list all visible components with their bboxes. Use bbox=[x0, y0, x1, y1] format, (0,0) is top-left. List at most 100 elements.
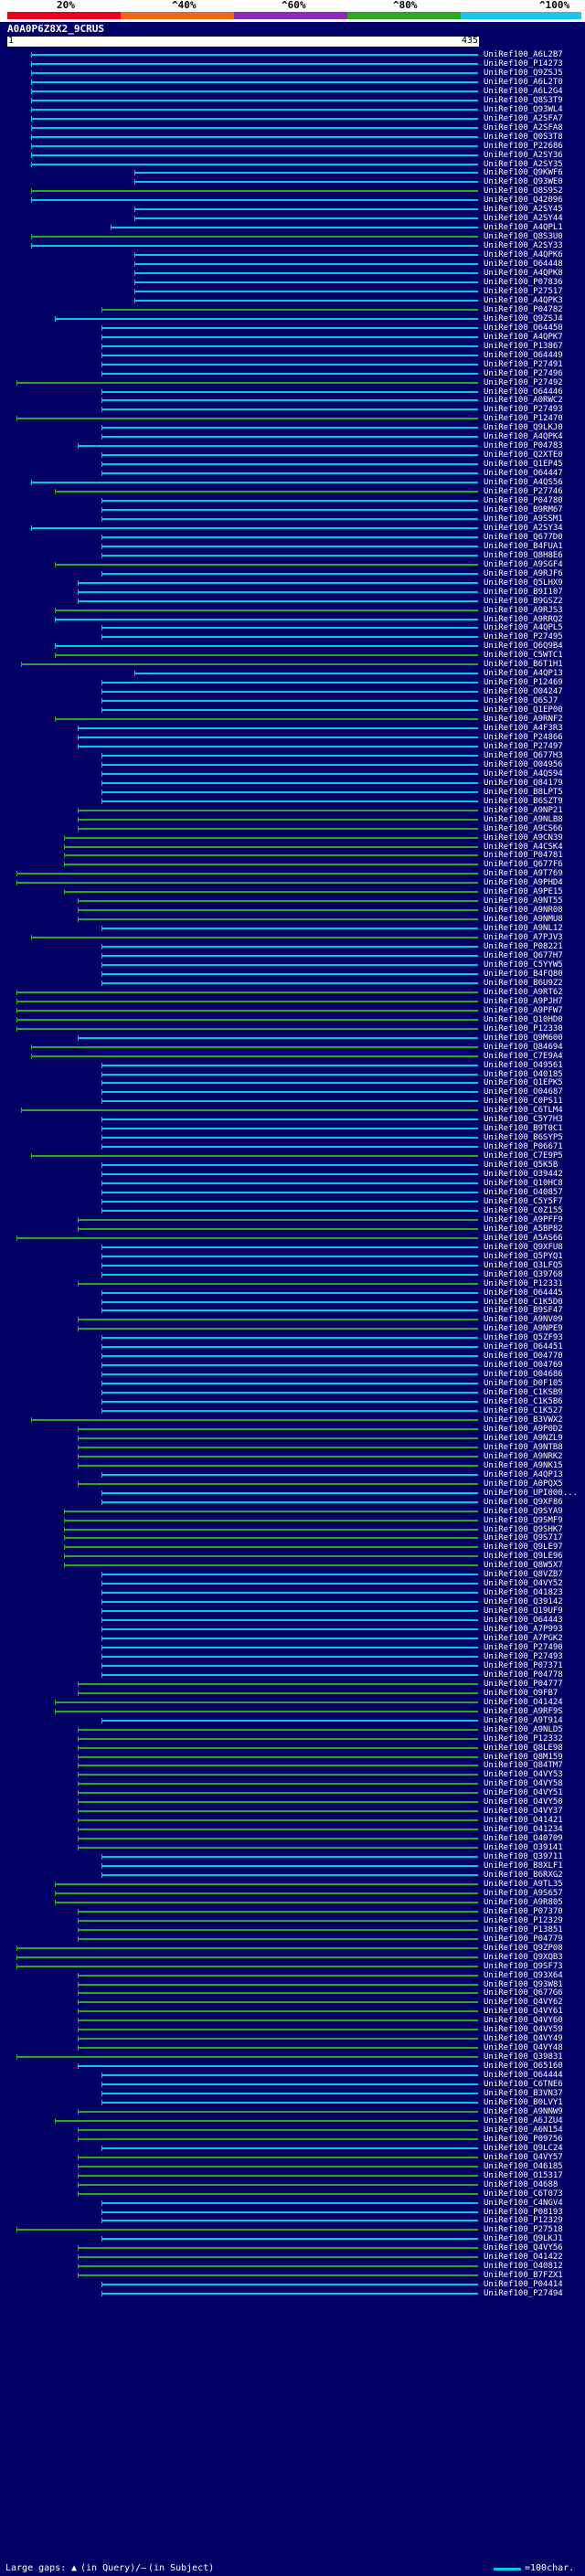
hit-row[interactable]: UniRef100_P27746 bbox=[0, 487, 585, 496]
hit-label[interactable]: UniRef100_Q19UF9 bbox=[484, 1606, 563, 1617]
hit-label[interactable]: UniRef100_A6JZU4 bbox=[484, 2115, 563, 2125]
hit-label[interactable]: UniRef100_A9NPE9 bbox=[484, 1324, 563, 1334]
hit-bar[interactable] bbox=[63, 1537, 478, 1540]
hit-row[interactable]: UniRef100_Q9XQB3 bbox=[0, 1953, 585, 1962]
hit-label[interactable]: UniRef100_Q677F6 bbox=[484, 860, 563, 870]
hit-row[interactable]: UniRef100_A4QPK8 bbox=[0, 269, 585, 278]
hit-label[interactable]: UniRef100_O4688 bbox=[484, 2179, 558, 2189]
hit-row[interactable]: UniRef100_O4688 bbox=[0, 2180, 585, 2189]
hit-label[interactable]: UniRef100_P12330 bbox=[484, 1023, 563, 1034]
hit-bar[interactable] bbox=[101, 390, 478, 393]
hit-label[interactable]: UniRef100_A7P993 bbox=[484, 1625, 563, 1635]
hit-label[interactable]: UniRef100_A9NRK2 bbox=[484, 1451, 563, 1461]
hit-row[interactable]: UniRef100_O39141 bbox=[0, 1843, 585, 1852]
hit-label[interactable]: UniRef100_Q8W5X7 bbox=[484, 1561, 563, 1571]
hit-label[interactable]: UniRef100_A4QS56 bbox=[484, 478, 563, 488]
hit-row[interactable]: UniRef100_Q8S3U0 bbox=[0, 232, 585, 241]
hit-label[interactable]: UniRef100_Q8H8E6 bbox=[484, 550, 563, 560]
hit-row[interactable]: UniRef100_P27493 bbox=[0, 1652, 585, 1661]
hit-row[interactable]: UniRef100_A9NTB8 bbox=[0, 1443, 585, 1452]
hit-label[interactable]: UniRef100_A9NZL9 bbox=[484, 1433, 563, 1443]
hit-bar[interactable] bbox=[54, 645, 478, 648]
hit-label[interactable]: UniRef100_A9SGF4 bbox=[484, 559, 563, 569]
hit-label[interactable]: UniRef100_O39141 bbox=[484, 1843, 563, 1853]
hit-label[interactable]: UniRef100_A4F3R3 bbox=[484, 724, 563, 734]
hit-row[interactable]: UniRef100_O64449 bbox=[0, 351, 585, 360]
hit-bar[interactable] bbox=[30, 135, 478, 138]
hit-label[interactable]: UniRef100_Q9LC24 bbox=[484, 2143, 563, 2153]
hit-label[interactable]: UniRef100_C1KSB9 bbox=[484, 1388, 563, 1398]
hit-bar[interactable] bbox=[78, 1227, 478, 1230]
hit-label[interactable]: UniRef100_B3VWX2 bbox=[484, 1415, 563, 1425]
hit-row[interactable]: UniRef100_Q9ZSJ5 bbox=[0, 69, 585, 78]
hit-label[interactable]: UniRef100_Q8S3T9 bbox=[484, 95, 563, 105]
hit-label[interactable]: UniRef100_Q5PYQ1 bbox=[484, 1251, 563, 1261]
hit-bar[interactable] bbox=[16, 381, 478, 384]
hit-bar[interactable] bbox=[101, 1856, 478, 1859]
hit-label[interactable]: UniRef100_Q9SMF9 bbox=[484, 1515, 563, 1525]
hit-bar[interactable] bbox=[101, 2147, 478, 2149]
hit-bar[interactable] bbox=[30, 99, 478, 101]
hit-row[interactable]: UniRef100_Q677G6 bbox=[0, 1988, 585, 1998]
hit-label[interactable]: UniRef100_P27493 bbox=[484, 1651, 563, 1661]
hit-bar[interactable] bbox=[101, 1392, 478, 1394]
hit-label[interactable]: UniRef100_Q39831 bbox=[484, 2052, 563, 2062]
hit-bar[interactable] bbox=[101, 363, 478, 366]
hit-row[interactable]: UniRef100_A9NK15 bbox=[0, 1461, 585, 1470]
hit-label[interactable]: UniRef100_B8LPT5 bbox=[484, 787, 563, 797]
hit-row[interactable]: UniRef100_A9RJF6 bbox=[0, 569, 585, 578]
hit-bar[interactable] bbox=[63, 891, 478, 894]
hit-label[interactable]: UniRef100_A6L2T0 bbox=[484, 77, 563, 87]
hit-row[interactable]: UniRef100_Q4VY56 bbox=[0, 2243, 585, 2253]
hit-label[interactable]: UniRef100_A4QPK3 bbox=[484, 295, 563, 305]
hit-row[interactable]: UniRef100_O4VY51 bbox=[0, 1788, 585, 1797]
hit-label[interactable]: UniRef100_A9NNW9 bbox=[484, 2106, 563, 2116]
hit-bar[interactable] bbox=[101, 1355, 478, 1358]
hit-label[interactable]: UniRef100_Q42096 bbox=[484, 196, 563, 206]
hit-row[interactable]: UniRef100_Q8S3T9 bbox=[0, 96, 585, 105]
hit-bar[interactable] bbox=[78, 1455, 478, 1458]
hit-label[interactable]: UniRef100_P14273 bbox=[484, 58, 563, 69]
hit-bar[interactable] bbox=[101, 345, 478, 347]
hit-row[interactable]: UniRef100_A4QPK4 bbox=[0, 432, 585, 441]
hit-row[interactable]: UniRef100_O64451 bbox=[0, 1342, 585, 1352]
hit-row[interactable]: UniRef100_O64448 bbox=[0, 260, 585, 269]
hit-row[interactable]: UniRef100_A2SY35 bbox=[0, 160, 585, 169]
hit-row[interactable]: UniRef100_O4VY58 bbox=[0, 1779, 585, 1788]
hit-label[interactable]: UniRef100_Q0S3T8 bbox=[484, 132, 563, 142]
hit-bar[interactable] bbox=[78, 2274, 478, 2277]
hit-row[interactable]: UniRef100_A9NLD5 bbox=[0, 1725, 585, 1734]
hit-row[interactable]: UniRef100_P12332 bbox=[0, 1734, 585, 1744]
hit-label[interactable]: UniRef100_O4VY37 bbox=[484, 1807, 563, 1817]
hit-row[interactable]: UniRef100_C1K5B6 bbox=[0, 1397, 585, 1406]
hit-row[interactable]: UniRef100_O64446 bbox=[0, 387, 585, 397]
hit-label[interactable]: UniRef100_P27518 bbox=[484, 2225, 563, 2235]
hit-row[interactable]: UniRef100_O4VY52 bbox=[0, 1579, 585, 1588]
hit-label[interactable]: UniRef100_O4VY52 bbox=[484, 1579, 563, 1589]
hit-row[interactable]: UniRef100_C5Y5F7 bbox=[0, 1197, 585, 1206]
hit-bar[interactable] bbox=[78, 1765, 478, 1767]
hit-row[interactable]: UniRef100_Q1EP45 bbox=[0, 460, 585, 469]
hit-label[interactable]: UniRef100_O04686 bbox=[484, 1370, 563, 1380]
hit-label[interactable]: UniRef100_A5BP82 bbox=[484, 1224, 563, 1234]
hit-row[interactable]: UniRef100_B3VWX2 bbox=[0, 1415, 585, 1425]
hit-bar[interactable] bbox=[16, 1236, 478, 1239]
hit-label[interactable]: UniRef100_D0F105 bbox=[484, 1379, 563, 1389]
hit-row[interactable]: UniRef100_A9NR08 bbox=[0, 906, 585, 915]
hit-label[interactable]: UniRef100_B9SF47 bbox=[484, 1306, 563, 1316]
hit-bar[interactable] bbox=[101, 399, 478, 402]
hit-bar[interactable] bbox=[78, 1464, 478, 1467]
hit-row[interactable]: UniRef100_P04782 bbox=[0, 305, 585, 314]
hit-bar[interactable] bbox=[30, 1045, 478, 1048]
hit-bar[interactable] bbox=[16, 1965, 478, 1967]
hit-row[interactable]: UniRef100_A4QPL1 bbox=[0, 223, 585, 232]
hit-row[interactable]: UniRef100_Q9XFU8 bbox=[0, 1243, 585, 1252]
hit-row[interactable]: UniRef100_P27517 bbox=[0, 287, 585, 296]
hit-bar[interactable] bbox=[101, 1192, 478, 1193]
hit-row[interactable]: UniRef100_Q9LE96 bbox=[0, 1552, 585, 1561]
hit-bar[interactable] bbox=[78, 918, 478, 921]
hit-bar[interactable] bbox=[16, 882, 478, 885]
hit-bar[interactable] bbox=[78, 2192, 478, 2195]
hit-row[interactable]: UniRef100_A4QPK3 bbox=[0, 296, 585, 305]
hit-row[interactable]: UniRef100_A9SGF4 bbox=[0, 560, 585, 569]
